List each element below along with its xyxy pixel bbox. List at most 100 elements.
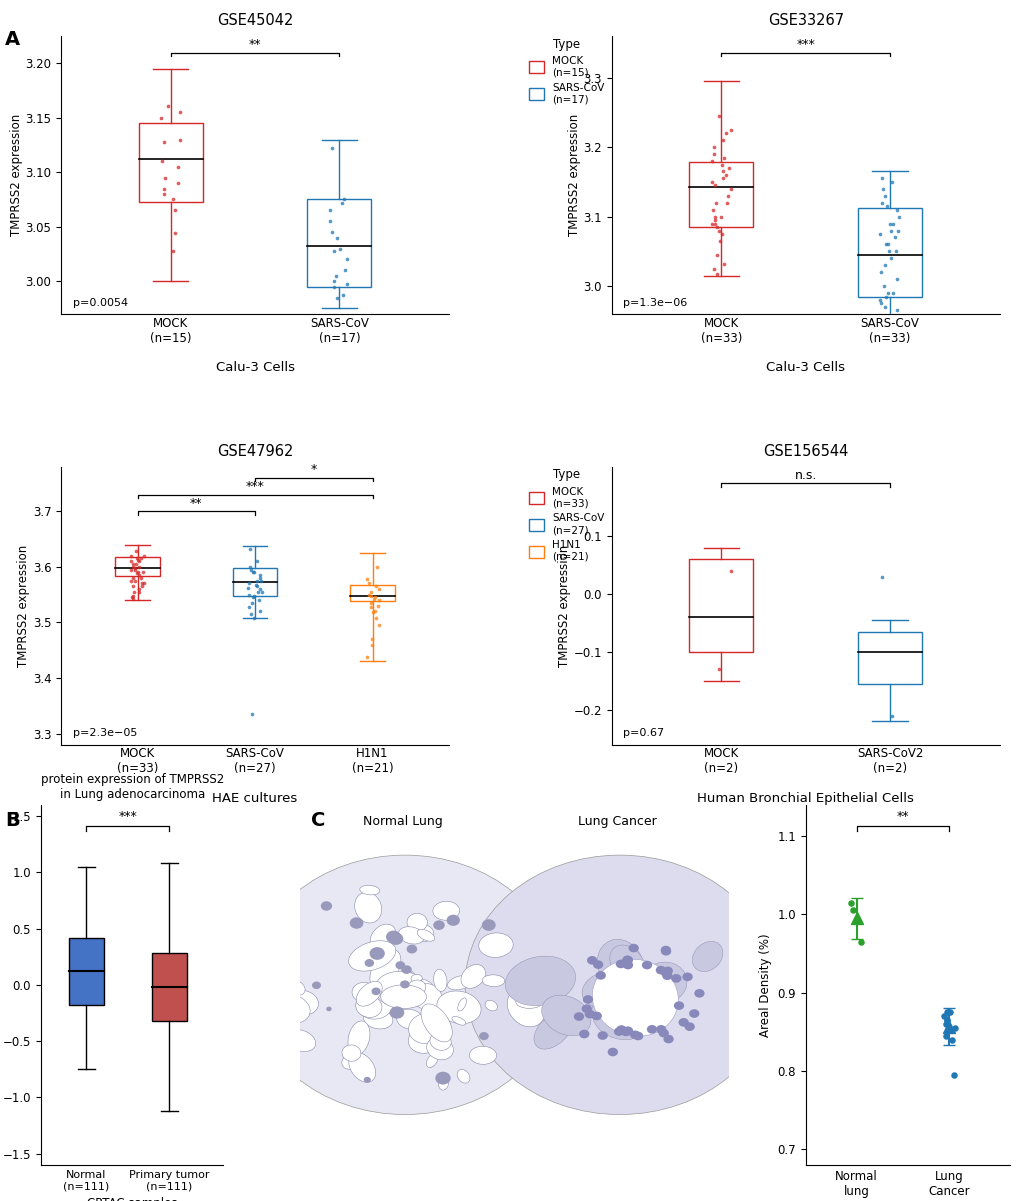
Circle shape bbox=[615, 960, 626, 968]
Ellipse shape bbox=[482, 975, 504, 987]
Ellipse shape bbox=[426, 1053, 438, 1068]
Text: p=0.0054: p=0.0054 bbox=[72, 298, 127, 307]
Circle shape bbox=[662, 1035, 674, 1044]
Point bbox=[240, 597, 257, 616]
Text: **: ** bbox=[249, 38, 261, 52]
Bar bbox=[69, 938, 104, 1005]
Point bbox=[243, 560, 259, 579]
Ellipse shape bbox=[285, 1029, 316, 1052]
Ellipse shape bbox=[451, 1016, 466, 1026]
Circle shape bbox=[623, 956, 633, 964]
Circle shape bbox=[407, 944, 417, 954]
Bar bbox=[689, 162, 753, 227]
Point bbox=[879, 241, 896, 261]
Point bbox=[362, 582, 378, 602]
Circle shape bbox=[662, 967, 673, 975]
Point bbox=[124, 587, 141, 607]
Point bbox=[124, 586, 141, 605]
Point bbox=[941, 1003, 957, 1022]
Point bbox=[243, 604, 259, 623]
Point bbox=[369, 557, 385, 576]
Point bbox=[323, 222, 339, 241]
Point bbox=[252, 579, 268, 598]
Point bbox=[842, 894, 858, 913]
Point bbox=[886, 228, 902, 247]
Point bbox=[876, 298, 893, 317]
Point bbox=[252, 602, 268, 621]
Point bbox=[371, 616, 387, 635]
Point bbox=[338, 275, 355, 294]
Circle shape bbox=[694, 988, 704, 998]
Circle shape bbox=[623, 961, 633, 969]
Point bbox=[938, 1003, 955, 1022]
Point bbox=[167, 201, 183, 220]
Ellipse shape bbox=[643, 992, 673, 1016]
Point bbox=[937, 1015, 954, 1034]
Circle shape bbox=[671, 974, 681, 982]
Circle shape bbox=[641, 961, 651, 969]
Point bbox=[363, 635, 379, 655]
Bar bbox=[152, 954, 186, 1021]
Point bbox=[242, 557, 258, 576]
Point bbox=[937, 1010, 954, 1029]
Circle shape bbox=[655, 1024, 665, 1034]
Y-axis label: TMPRSS2 expression: TMPRSS2 expression bbox=[557, 544, 571, 667]
Circle shape bbox=[613, 1027, 624, 1036]
Circle shape bbox=[591, 1011, 601, 1021]
Point bbox=[334, 286, 351, 305]
Point bbox=[130, 566, 147, 585]
Point bbox=[329, 228, 345, 247]
Circle shape bbox=[597, 1032, 607, 1040]
Point bbox=[169, 157, 185, 177]
Text: p=1.3e−06: p=1.3e−06 bbox=[623, 298, 687, 307]
Text: **: ** bbox=[190, 497, 203, 509]
Bar bbox=[232, 568, 277, 596]
Point bbox=[333, 193, 350, 213]
Point bbox=[249, 576, 265, 596]
Circle shape bbox=[579, 1029, 589, 1039]
Point bbox=[127, 555, 144, 574]
Bar bbox=[857, 208, 921, 297]
Ellipse shape bbox=[341, 1045, 361, 1062]
Ellipse shape bbox=[390, 969, 406, 991]
Point bbox=[157, 168, 173, 187]
Point bbox=[338, 250, 355, 269]
Ellipse shape bbox=[430, 1033, 450, 1051]
Text: Normal Lung: Normal Lung bbox=[363, 815, 442, 829]
Ellipse shape bbox=[352, 982, 376, 1003]
Circle shape bbox=[607, 1047, 618, 1057]
Ellipse shape bbox=[603, 979, 648, 1016]
Circle shape bbox=[446, 915, 460, 926]
Point bbox=[125, 582, 142, 602]
Ellipse shape bbox=[396, 969, 419, 1003]
Ellipse shape bbox=[641, 962, 687, 1003]
Ellipse shape bbox=[592, 960, 678, 1036]
Point bbox=[153, 108, 169, 127]
Point bbox=[246, 586, 262, 605]
Point bbox=[714, 162, 731, 181]
Title: protein expression of TMPRSS2
in Lung adenocarcinoma: protein expression of TMPRSS2 in Lung ad… bbox=[41, 772, 223, 801]
Title: GSE45042: GSE45042 bbox=[217, 13, 293, 28]
Point bbox=[370, 591, 386, 610]
Point bbox=[703, 172, 719, 191]
Point bbox=[136, 546, 152, 566]
Ellipse shape bbox=[447, 975, 472, 990]
Point bbox=[156, 132, 172, 151]
Point bbox=[889, 269, 905, 288]
Ellipse shape bbox=[355, 892, 381, 924]
Bar bbox=[139, 124, 203, 202]
Circle shape bbox=[350, 918, 363, 928]
Point bbox=[878, 235, 895, 255]
Point bbox=[875, 186, 892, 205]
Point bbox=[873, 169, 890, 189]
Circle shape bbox=[574, 1012, 584, 1021]
Title: GSE47962: GSE47962 bbox=[217, 443, 293, 459]
Ellipse shape bbox=[417, 930, 434, 942]
Text: p=0.67: p=0.67 bbox=[623, 728, 664, 739]
Point bbox=[130, 579, 147, 598]
Circle shape bbox=[655, 966, 665, 974]
Circle shape bbox=[465, 855, 773, 1115]
Point bbox=[713, 225, 730, 244]
Circle shape bbox=[401, 966, 412, 974]
Point bbox=[872, 263, 889, 282]
